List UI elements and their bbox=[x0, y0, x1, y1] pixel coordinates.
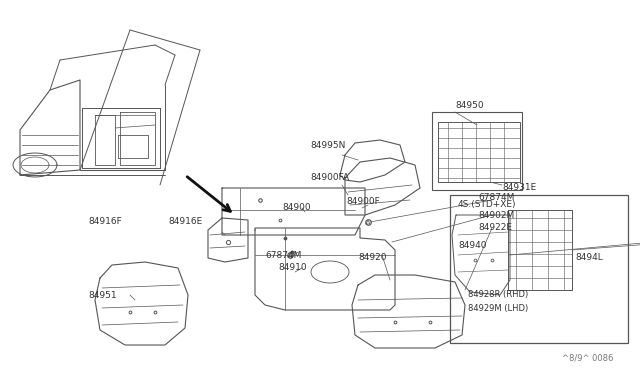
Bar bbox=[432, 112, 522, 190]
Text: 84910: 84910 bbox=[278, 263, 307, 273]
Text: 84922E: 84922E bbox=[478, 224, 512, 232]
Text: 84928R (RHD): 84928R (RHD) bbox=[468, 291, 528, 299]
Text: 84995N: 84995N bbox=[310, 141, 346, 150]
Text: 84951: 84951 bbox=[88, 291, 116, 299]
Text: 84900F: 84900F bbox=[346, 198, 380, 206]
Bar bbox=[450, 195, 628, 343]
Text: ^8/9^ 0086: ^8/9^ 0086 bbox=[562, 353, 613, 362]
Text: 84920: 84920 bbox=[358, 253, 387, 263]
Text: 84931E: 84931E bbox=[502, 183, 536, 192]
Text: 67874M: 67874M bbox=[265, 250, 301, 260]
Text: 8494L: 8494L bbox=[575, 253, 603, 263]
Text: 84902M: 84902M bbox=[478, 211, 515, 219]
Text: 67874M: 67874M bbox=[478, 193, 515, 202]
Text: 84916F: 84916F bbox=[88, 218, 122, 227]
Text: 84950: 84950 bbox=[455, 100, 484, 109]
Text: 4S.(STD+XE): 4S.(STD+XE) bbox=[458, 201, 516, 209]
Text: 84929M (LHD): 84929M (LHD) bbox=[468, 304, 528, 312]
Text: 84900FA: 84900FA bbox=[310, 173, 349, 183]
Text: 84916E: 84916E bbox=[168, 218, 202, 227]
Text: 84940: 84940 bbox=[458, 241, 486, 250]
Text: 84900: 84900 bbox=[282, 203, 310, 212]
